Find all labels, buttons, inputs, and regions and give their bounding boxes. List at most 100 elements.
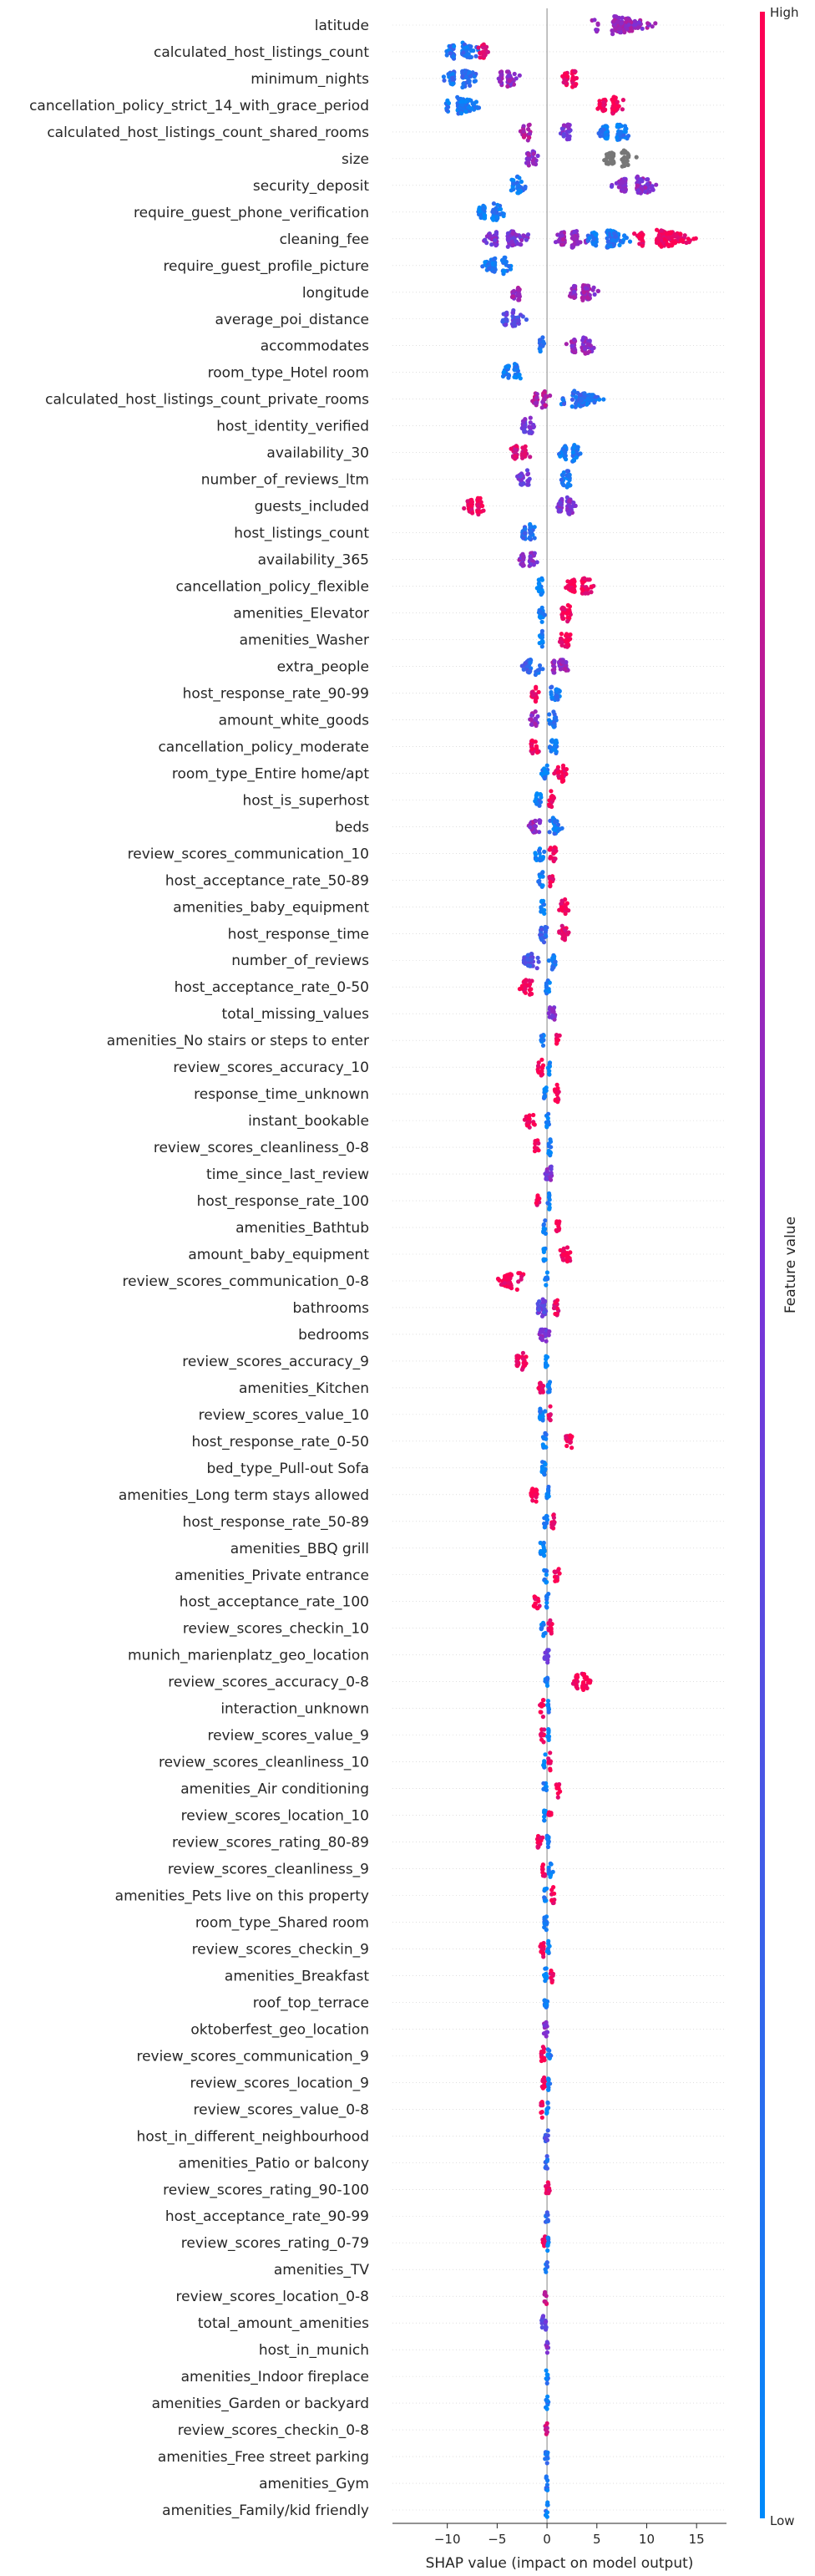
feature-row-dots [541,2020,550,2039]
feature-label: review_scores_location_0-8 [176,2289,369,2305]
shap-dot [582,391,587,396]
shap-dot [493,267,498,272]
shap-dot [564,585,569,590]
shap-dot [543,924,548,930]
shap-dot [551,1306,557,1311]
shap-dot [549,695,554,700]
shap-dot [535,1605,540,1610]
shap-dot [548,846,554,851]
shap-dot [645,181,650,186]
shap-dot [560,237,566,242]
shap-dot [684,240,689,246]
shap-dot [564,1259,570,1264]
shap-dot [544,2154,549,2159]
shap-dot [469,503,474,508]
shap-dot [604,136,609,141]
shap-dot [578,393,583,398]
shap-dot [544,1580,549,1585]
shap-dot [574,1674,580,1679]
shap-dot [550,956,555,961]
shap-dot [585,577,590,582]
shap-dot [477,206,482,211]
shap-dot [594,232,599,237]
feature-label: review_scores_cleanliness_10 [159,1755,369,1771]
shap-dot [528,455,533,460]
shap-dot [615,122,620,127]
shap-dot [601,127,606,132]
shap-dot [535,153,540,159]
shap-dot [538,1406,543,1411]
shap-dot [448,51,453,56]
feature-label: cancellation_policy_moderate [158,739,369,755]
feature-row-dots [539,2100,551,2120]
shap-dot [546,1484,551,1490]
x-tick-label: 10 [639,2532,655,2547]
feature-label: amenities_Kitchen [239,1380,369,1397]
feature-row-dots [544,2340,551,2355]
shap-dot [537,1415,543,1420]
shap-dot [498,211,503,216]
feature-label: minimum_nights [251,71,369,88]
shap-dot [534,746,539,751]
shap-dot [549,1626,554,1631]
feature-label: amenities_Elevator [233,606,369,622]
feature-row-dots [539,1460,548,1477]
feature-label: require_guest_phone_verification [134,205,369,221]
shap-dot [530,750,535,756]
shap-dot [533,851,538,856]
shap-dot [555,1791,560,1796]
shap-dot [533,400,539,405]
shap-dot [534,686,539,691]
shap-dot [591,285,596,290]
shap-dot [541,1954,546,1959]
shap-dot [538,1835,543,1840]
shap-dot [544,2340,549,2345]
feature-row-dots [517,551,539,568]
shap-dot [541,1226,546,1231]
shap-dot [543,403,548,408]
shap-dot [572,241,577,246]
shap-dot [633,19,638,24]
shap-dot [569,1446,575,1451]
shap-dot [656,239,661,244]
shap-dot [543,2299,548,2304]
feature-label: calculated_host_listings_count_private_r… [45,392,369,409]
colorbar-high-label: High [770,5,798,20]
shap-dot [511,321,516,326]
shap-dot [544,2345,549,2350]
shap-dot [553,240,559,245]
shap-dot [539,1034,544,1039]
shap-dot [523,526,528,531]
shap-dot [517,175,522,180]
shap-dot [541,1781,546,1786]
shap-dot [514,232,519,237]
shap-dot [533,739,538,744]
shap-dot [441,74,447,79]
shap-dot [539,905,544,910]
shap-dot [638,177,643,182]
shap-dot [542,1089,547,1094]
feature-row-dots [543,2154,550,2171]
shap-dot [564,1255,569,1260]
shap-dot [522,424,527,429]
shap-dot [542,397,547,402]
feature-row-dots [540,1430,575,1451]
shap-dot [611,19,616,24]
shap-dot [591,236,596,241]
shap-dot [544,1677,549,1682]
shap-dot [495,215,500,220]
shap-dot [673,231,679,237]
shap-dot [460,84,465,90]
shap-dot [528,825,533,830]
shap-dot [505,84,510,89]
shap-dot [521,124,526,129]
shap-dot [557,929,562,934]
shap-dot [523,417,528,422]
shap-dot [601,397,606,402]
feature-label: room_type_Hotel room [208,365,369,382]
feature-row-dots [544,2394,551,2411]
shap-dot [601,99,606,104]
shap-dot [540,335,545,340]
shap-dot [612,107,617,112]
shap-dot [476,45,481,50]
